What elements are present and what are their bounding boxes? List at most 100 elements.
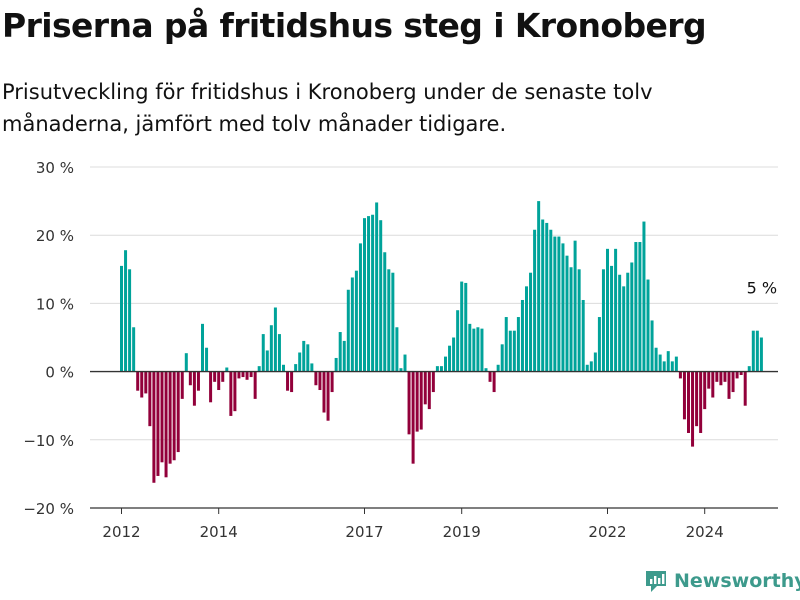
bar [618, 274, 622, 372]
bar [188, 371, 192, 386]
bar [723, 371, 727, 382]
bar [225, 367, 229, 372]
bar [322, 371, 326, 413]
x-tick-label: 2019 [443, 523, 481, 541]
bar [350, 277, 354, 372]
bar [674, 356, 678, 372]
bar [277, 334, 281, 372]
bar [448, 345, 452, 372]
x-tick-label: 2017 [345, 523, 383, 541]
bar [306, 344, 310, 372]
bar [565, 255, 569, 372]
bar [711, 371, 715, 398]
x-tick-label: 2022 [588, 523, 626, 541]
bar [330, 371, 334, 393]
bar [120, 265, 123, 372]
bar [387, 269, 391, 372]
bar [456, 310, 460, 372]
bar [678, 371, 682, 379]
bar [581, 299, 585, 372]
bar [354, 270, 358, 372]
bar [755, 330, 759, 372]
bar [286, 371, 290, 391]
y-tick-label: 30 % [36, 159, 74, 177]
bar [395, 327, 399, 372]
bar [504, 317, 508, 372]
bar [427, 371, 431, 410]
bar [205, 347, 209, 372]
bar [439, 366, 443, 372]
bar [512, 330, 516, 372]
bar [192, 371, 196, 406]
chart-title: Priserna på fritidshus steg i Kronoberg [2, 6, 707, 45]
bar [342, 340, 346, 372]
bar [346, 289, 350, 372]
bar [751, 330, 755, 372]
bar [407, 371, 411, 435]
bar [399, 368, 403, 372]
bar [245, 371, 249, 380]
y-tick-label: −20 % [23, 500, 74, 518]
bar [606, 248, 609, 372]
bar [646, 279, 650, 372]
bar [537, 201, 541, 372]
bar [601, 269, 605, 372]
chart-subtitle: Prisutveckling för fritidshus i Kronober… [2, 80, 653, 136]
bar [334, 357, 338, 372]
bar [703, 371, 707, 410]
bar [715, 371, 719, 382]
bar [727, 371, 731, 399]
bar [383, 252, 387, 372]
y-tick-label: 20 % [36, 227, 74, 245]
bar [533, 229, 537, 372]
bar [557, 236, 561, 372]
bar [358, 243, 362, 372]
bar [310, 363, 314, 372]
bar [132, 327, 136, 372]
last-value-label: 5 % [747, 279, 777, 298]
bar [593, 352, 597, 372]
bar [622, 286, 626, 372]
bar [403, 354, 407, 372]
bar [318, 371, 322, 391]
bar [209, 371, 213, 403]
bar [152, 371, 156, 483]
bar [391, 272, 395, 372]
bar [691, 371, 695, 447]
bar [545, 222, 549, 372]
bar [229, 371, 233, 416]
bar [164, 371, 168, 478]
bar [314, 371, 318, 386]
bar [670, 361, 674, 372]
bar [759, 337, 763, 372]
bar [415, 371, 419, 432]
bar [468, 323, 472, 372]
bar [492, 371, 496, 393]
bar [610, 265, 614, 372]
bar [423, 371, 427, 405]
bar [217, 371, 221, 391]
bar [719, 371, 723, 386]
bar [520, 299, 524, 372]
bar [411, 371, 415, 464]
bar [642, 221, 646, 372]
bar [302, 340, 306, 372]
bar [525, 286, 528, 372]
y-tick-label: −10 % [23, 432, 74, 450]
bar [265, 350, 269, 372]
bar [743, 371, 747, 406]
bar [257, 366, 261, 372]
bar [597, 317, 601, 372]
bar [630, 262, 634, 372]
bar [516, 317, 520, 372]
bar [484, 368, 488, 372]
bar [172, 371, 176, 461]
bar [541, 219, 545, 372]
bar [569, 267, 573, 372]
bar [553, 236, 557, 372]
bar [269, 325, 273, 372]
bar [367, 216, 371, 372]
bar [249, 371, 253, 378]
newsworthy-logo-text: Newsworthy [674, 570, 800, 592]
